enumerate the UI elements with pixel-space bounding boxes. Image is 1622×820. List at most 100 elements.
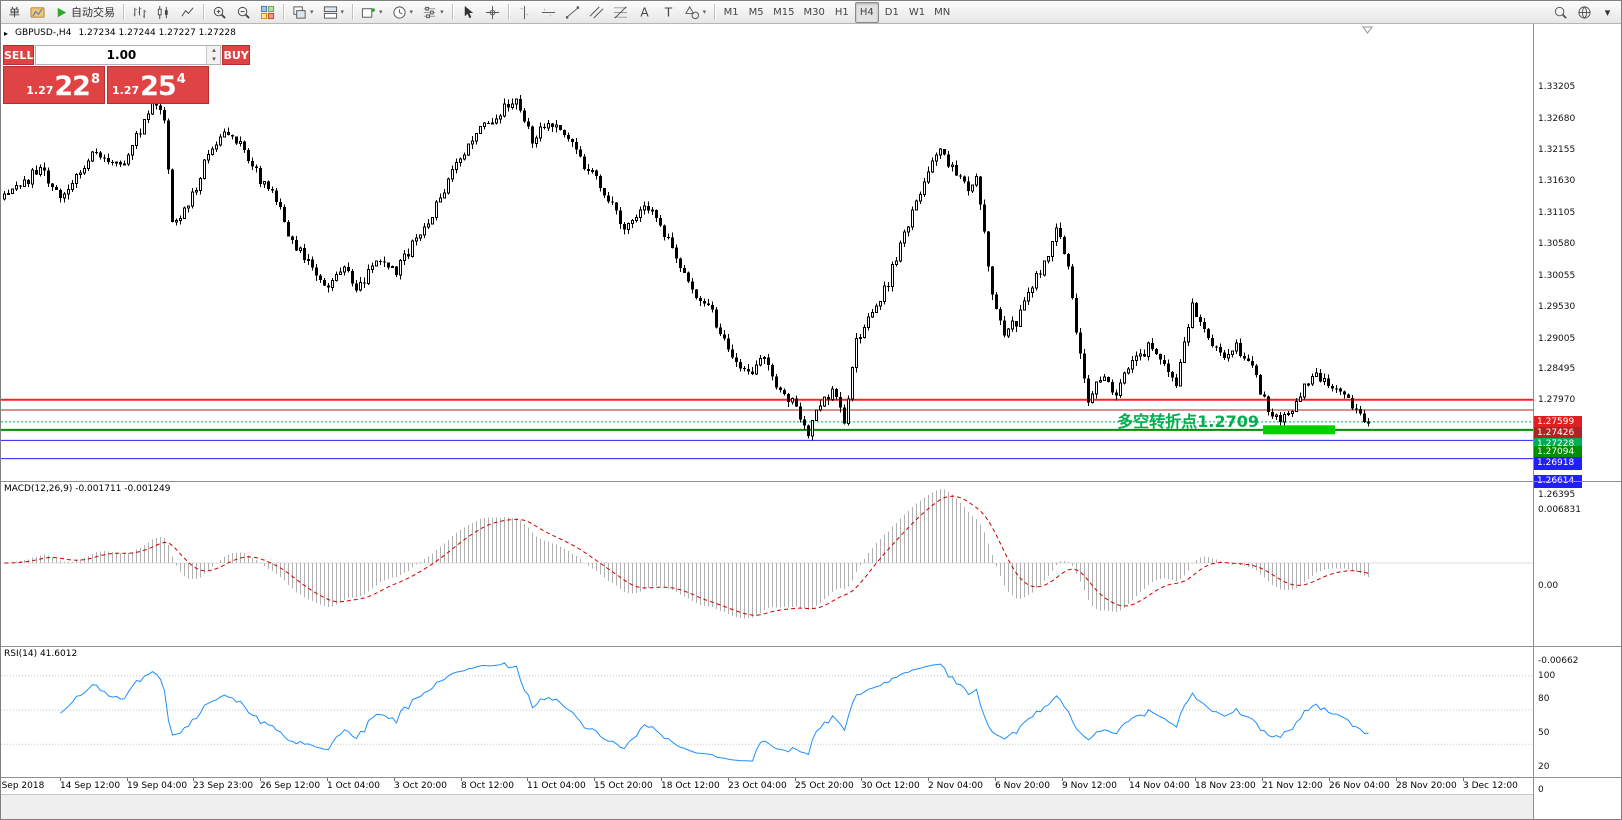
line-mode-button[interactable] (176, 2, 199, 23)
horizontal-line-tool-button[interactable] (537, 2, 560, 23)
fibo-icon (613, 5, 628, 20)
tile-windows-button[interactable] (256, 2, 279, 23)
zoom-in-button[interactable] (208, 2, 231, 23)
volume-down-button[interactable]: ▾ (212, 55, 216, 63)
hline-icon (541, 5, 556, 20)
rsi-axis-label: 50 (1538, 728, 1550, 738)
price-axis-label: 1.33205 (1538, 82, 1576, 92)
toolbar-separator (352, 4, 354, 20)
panel-separator[interactable] (1, 646, 1621, 647)
price-axis-label: 1.29005 (1538, 334, 1576, 344)
timeframe-button-m30[interactable]: M30 (803, 6, 825, 18)
charts-folder-button[interactable] (26, 2, 49, 23)
channel-tool-button[interactable] (585, 2, 608, 23)
toolbar: 单 自动交易 ▾ ▾ ▾ ▾ ▾ A T ▾ M1 M5 M15 M30 H1 H4 D1 W1 MN ▾ (1, 1, 1621, 24)
time-axis-tick (260, 778, 261, 781)
chart-shift-marker (1362, 26, 1373, 34)
price-axis-separator (1533, 24, 1534, 819)
rsi-axis-label: 0 (1538, 785, 1544, 795)
fibonacci-tool-button[interactable] (609, 2, 632, 23)
toolbar-more-button[interactable]: ▾ (1604, 5, 1611, 19)
community-button[interactable] (1573, 2, 1596, 23)
time-axis-tick (795, 778, 796, 781)
search-button[interactable] (1549, 2, 1572, 23)
chart-collapse-icon[interactable]: ▸ (4, 28, 9, 38)
time-axis-label: 26 Nov 04:00 (1329, 781, 1390, 791)
timeframe-button-w1[interactable]: W1 (908, 6, 926, 18)
volume-up-button[interactable]: ▴ (212, 46, 216, 54)
candles-mode-button[interactable] (152, 2, 175, 23)
price-axis-label: 1.31630 (1538, 176, 1576, 186)
auto-trading-button-label: 自动交易 (71, 6, 115, 19)
rsi-axis-label: 20 (1538, 762, 1550, 772)
new-chart-button[interactable]: ▾ (357, 2, 387, 23)
new-order-button[interactable]: 单 (4, 2, 25, 23)
buy-button[interactable]: BUY (222, 45, 250, 65)
time-axis-label: 23 Sep 23:00 (193, 781, 254, 791)
time-axis-tick (1329, 778, 1330, 781)
time-axis[interactable]: 5 Sep 2018 14 Sep 12:00 19 Sep 04:00 23 Sep… (1, 778, 1533, 794)
bars-mode-button[interactable] (128, 2, 151, 23)
price-axis-label: 1.30055 (1538, 271, 1576, 281)
price-tag: 1.27599 (1534, 416, 1582, 429)
pluschart-icon (361, 5, 376, 20)
trendline-tool-button[interactable] (561, 2, 584, 23)
timeframe-button-mn[interactable]: MN (934, 6, 951, 18)
text-tool-button[interactable]: A (633, 2, 656, 23)
time-axis-tick (1195, 778, 1196, 781)
macd-histogram (12, 489, 1369, 619)
time-axis-tick (1396, 778, 1397, 781)
toolbar-separator (203, 4, 204, 20)
trendline-icon (565, 5, 580, 20)
crosshair-tool-button[interactable] (481, 2, 504, 23)
time-axis-label: 3 Oct 20:00 (394, 781, 447, 791)
panel-separator[interactable] (1, 481, 1621, 482)
ohlc-values: 1.27234 1.27244 1.27227 1.27228 (78, 28, 236, 38)
price-axis-label: 1.31105 (1538, 208, 1576, 218)
macd-signal-line (4, 495, 1369, 616)
cascade-windows-button[interactable]: ▾ (288, 2, 318, 23)
zoom-out-button[interactable] (232, 2, 255, 23)
rsi-axis-label: 100 (1538, 671, 1556, 681)
price-axis[interactable]: 1.33205 1.32680 1.32155 1.31630 1.31105 1.305… (1534, 24, 1621, 819)
bottom-strip (1, 794, 1621, 819)
volume-input[interactable] (36, 46, 207, 64)
price-axis-label: 1.27970 (1538, 395, 1576, 405)
rsi-indicator-svg[interactable] (1, 647, 1533, 776)
auto-trading-button[interactable]: 自动交易 (50, 2, 119, 23)
chart-canvas[interactable] (1, 24, 1533, 481)
buy-price-button[interactable]: 1.27 25 4 (107, 66, 209, 104)
timeframe-button-m5[interactable]: M5 (748, 6, 764, 18)
timeframe-button-d1[interactable]: D1 (884, 6, 899, 18)
macd-indicator-svg[interactable] (1, 482, 1533, 645)
shapes-tool-button[interactable]: ▾ (681, 2, 711, 23)
volume-spinner: ▴ ▾ (206, 46, 221, 64)
time-axis-tick (193, 778, 194, 781)
rsi-label: RSI(14) 41.6012 (4, 649, 78, 659)
candles-layer (3, 95, 1370, 441)
cursor-tool-button[interactable] (457, 2, 480, 23)
price-tag: 1.27426 (1534, 427, 1582, 440)
chevron-down-icon: ▾ (702, 8, 707, 16)
sell-button[interactable]: SELL (3, 45, 35, 65)
profiles-button[interactable]: ▾ (388, 2, 418, 23)
timeframe-button-m15[interactable]: M15 (773, 6, 795, 18)
label-tool-button[interactable]: T (657, 2, 680, 23)
time-axis-tick (928, 778, 929, 781)
vertical-line-tool-button[interactable] (513, 2, 536, 23)
annotation-highlight-box (1263, 425, 1335, 435)
chart-properties-button[interactable]: ▾ (418, 2, 448, 23)
sell-price-button[interactable]: 1.27 22 8 (3, 66, 105, 104)
time-axis-tick (661, 778, 662, 781)
arrange-windows-button[interactable]: ▾ (319, 2, 349, 23)
textA-icon: A (637, 5, 652, 20)
timeframe-button-h1[interactable]: H1 (834, 6, 849, 18)
timeframe-button-m1[interactable]: M1 (723, 6, 739, 18)
rsi-line (60, 662, 1369, 762)
chart-annotation-text[interactable]: 多空转折点1.2709 (1117, 412, 1259, 431)
sell-price-prefix: 1.27 (26, 84, 54, 97)
zoomout-icon (236, 5, 251, 20)
buy-price-big: 25 (140, 71, 177, 102)
time-axis-label: 11 Oct 04:00 (527, 781, 586, 791)
timeframe-button-h4[interactable]: H4 (854, 1, 879, 23)
